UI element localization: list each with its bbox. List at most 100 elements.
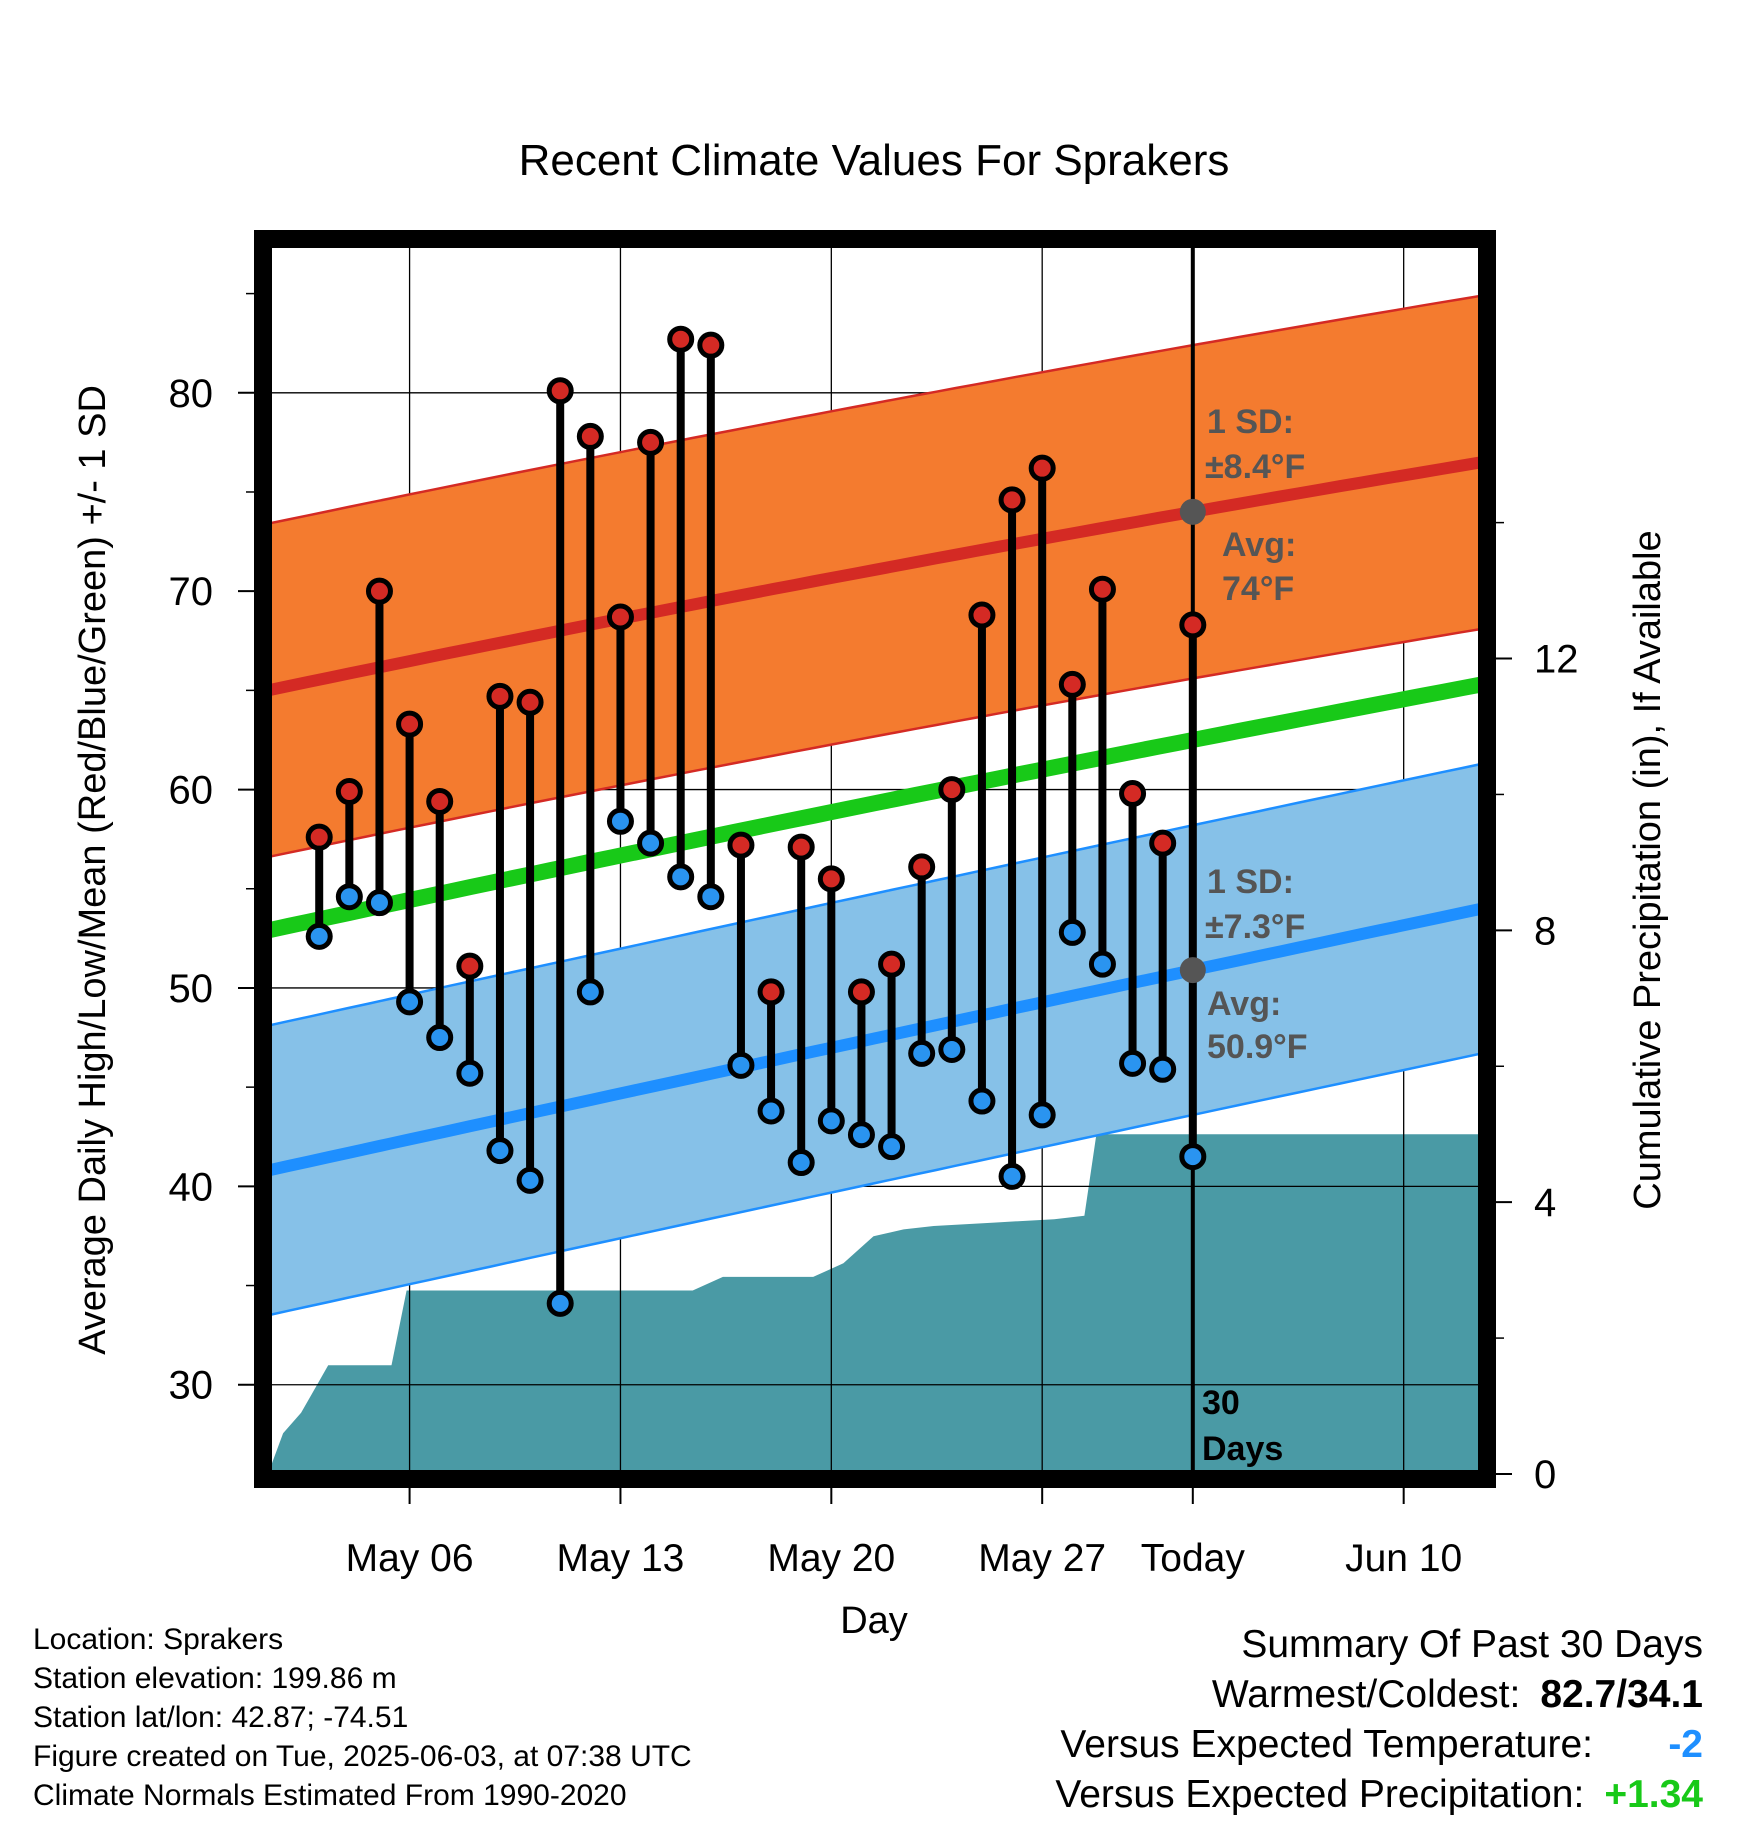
created-text: Figure created on Tue, 2025-06-03, at 07…	[33, 1740, 692, 1773]
warm-cold-label: Warmest/Coldest:	[1211, 1673, 1521, 1716]
precip-row: Versus Expected Precipitation: +1.34	[1055, 1770, 1703, 1820]
observed-low-point	[817, 1107, 845, 1135]
warm-cold-row: Warmest/Coldest: 82.7/34.1	[1055, 1670, 1703, 1720]
low-avg-marker	[1179, 957, 1206, 984]
y-axis-label: Average Daily High/Low/Mean (Red/Blue/Gr…	[72, 385, 114, 1355]
observed-low-point	[938, 1035, 966, 1063]
observed-high-point	[516, 688, 544, 716]
precip-value: +1.34	[1604, 1773, 1703, 1816]
observed-high-point	[727, 831, 755, 859]
observed-high-point	[878, 950, 906, 978]
observed-low-point	[456, 1059, 484, 1087]
observed-low-point	[1088, 950, 1116, 978]
observed-high-point	[1088, 575, 1116, 603]
observed-high-point	[456, 952, 484, 980]
x-tick-label: May 27	[978, 1537, 1106, 1580]
observed-high-point	[606, 603, 634, 631]
y2-tick-label: 12	[1534, 638, 1579, 682]
temp-label: Versus Expected Temperature:	[1060, 1723, 1593, 1766]
observed-low-point	[426, 1024, 454, 1052]
high-avg-marker	[1179, 498, 1206, 525]
station-info: Location: Sprakers Station elevation: 19…	[33, 1620, 692, 1815]
precip-label: Versus Expected Precipitation:	[1055, 1773, 1585, 1816]
days-count-label: 30	[1202, 1384, 1240, 1422]
observed-low-point	[1179, 1143, 1207, 1171]
x-axis-label: Day	[840, 1600, 908, 1642]
observed-high-point	[1179, 611, 1207, 639]
observed-low-point	[908, 1039, 936, 1067]
observed-high-point	[1058, 670, 1086, 698]
observed-low-point	[516, 1166, 544, 1194]
normal-high-band	[268, 294, 1482, 859]
temp-value: -2	[1668, 1723, 1703, 1766]
observed-high-point	[968, 601, 996, 629]
observed-low-point	[1149, 1055, 1177, 1083]
observed-low-point	[667, 863, 695, 891]
observed-high-point	[697, 331, 725, 359]
observed-high-point	[546, 377, 574, 405]
observed-high-point	[335, 778, 363, 806]
x-tick-label: May 06	[346, 1537, 474, 1580]
observed-low-point	[1058, 918, 1086, 946]
observed-low-point	[727, 1051, 755, 1079]
y-tick-label: 70	[169, 570, 214, 614]
observed-high-point	[817, 865, 845, 893]
observed-high-point	[998, 486, 1026, 514]
x-tick-label: May 13	[556, 1537, 684, 1580]
observed-low-point	[847, 1121, 875, 1149]
low-avg-value: 50.9°F	[1207, 1028, 1308, 1066]
observed-low-point	[697, 883, 725, 911]
y2-tick-label: 4	[1534, 1181, 1556, 1225]
observed-low-point	[396, 988, 424, 1016]
observed-low-point	[637, 829, 665, 857]
observed-high-point	[576, 422, 604, 450]
observed-low-point	[486, 1137, 514, 1165]
high-avg-value: 74°F	[1222, 570, 1294, 608]
plot-clip-group	[268, 244, 1482, 1474]
high-sd-value: ±8.4°F	[1205, 448, 1305, 486]
observed-high-point	[908, 853, 936, 881]
y-tick-label: 60	[169, 769, 214, 813]
observed-low-point	[606, 807, 634, 835]
latlon-text: Station lat/lon: 42.87; -74.51	[33, 1701, 409, 1734]
observed-high-point	[938, 776, 966, 804]
warm-cold-value: 82.7/34.1	[1540, 1673, 1703, 1716]
y-tick-label: 80	[169, 372, 214, 416]
high-avg-label: Avg:	[1222, 526, 1296, 564]
x-tick-label: Jun 10	[1345, 1537, 1462, 1580]
elevation-text: Station elevation: 199.86 m	[33, 1662, 397, 1695]
y2-axis-label: Cumulative Precipitation (in), If Availa…	[1627, 530, 1669, 1209]
observed-high-point	[787, 833, 815, 861]
days-word-label: Days	[1202, 1430, 1283, 1468]
temp-row: Versus Expected Temperature: -2	[1055, 1720, 1703, 1770]
y2-tick-label: 8	[1534, 909, 1556, 953]
y-tick-label: 40	[169, 1165, 214, 1209]
observed-low-point	[1028, 1101, 1056, 1129]
observed-low-point	[365, 889, 393, 917]
observed-low-point	[1119, 1049, 1147, 1077]
observed-high-point	[1149, 829, 1177, 857]
normals-text: Climate Normals Estimated From 1990-2020	[33, 1779, 627, 1812]
y-tick-label: 30	[169, 1364, 214, 1408]
observed-high-point	[486, 682, 514, 710]
low-sd-value: ±7.3°F	[1205, 908, 1305, 946]
chart-title: Recent Climate Values For Sprakers	[519, 136, 1230, 185]
observed-low-point	[787, 1149, 815, 1177]
location-text: Location: Sprakers	[33, 1623, 284, 1656]
x-tick-label: May 20	[767, 1537, 895, 1580]
observed-high-point	[667, 325, 695, 353]
y-tick-label: 50	[169, 967, 214, 1011]
summary-title: Summary Of Past 30 Days	[1241, 1623, 1703, 1666]
summary-panel: Summary Of Past 30 Days Warmest/Coldest:…	[1055, 1620, 1703, 1820]
observed-low-point	[305, 922, 333, 950]
observed-low-point	[968, 1087, 996, 1115]
observed-low-point	[335, 883, 363, 911]
high-sd-label: 1 SD:	[1207, 403, 1294, 441]
observed-high-point	[757, 978, 785, 1006]
plot-area: 1 SD: ±8.4°F Avg: 74°F 1 SD: ±7.3°F Avg: 50.9°F…	[169, 230, 1579, 1580]
observed-low-point	[576, 978, 604, 1006]
low-sd-label: 1 SD:	[1207, 863, 1294, 901]
observed-high-point	[396, 710, 424, 738]
observed-low-point	[757, 1097, 785, 1125]
